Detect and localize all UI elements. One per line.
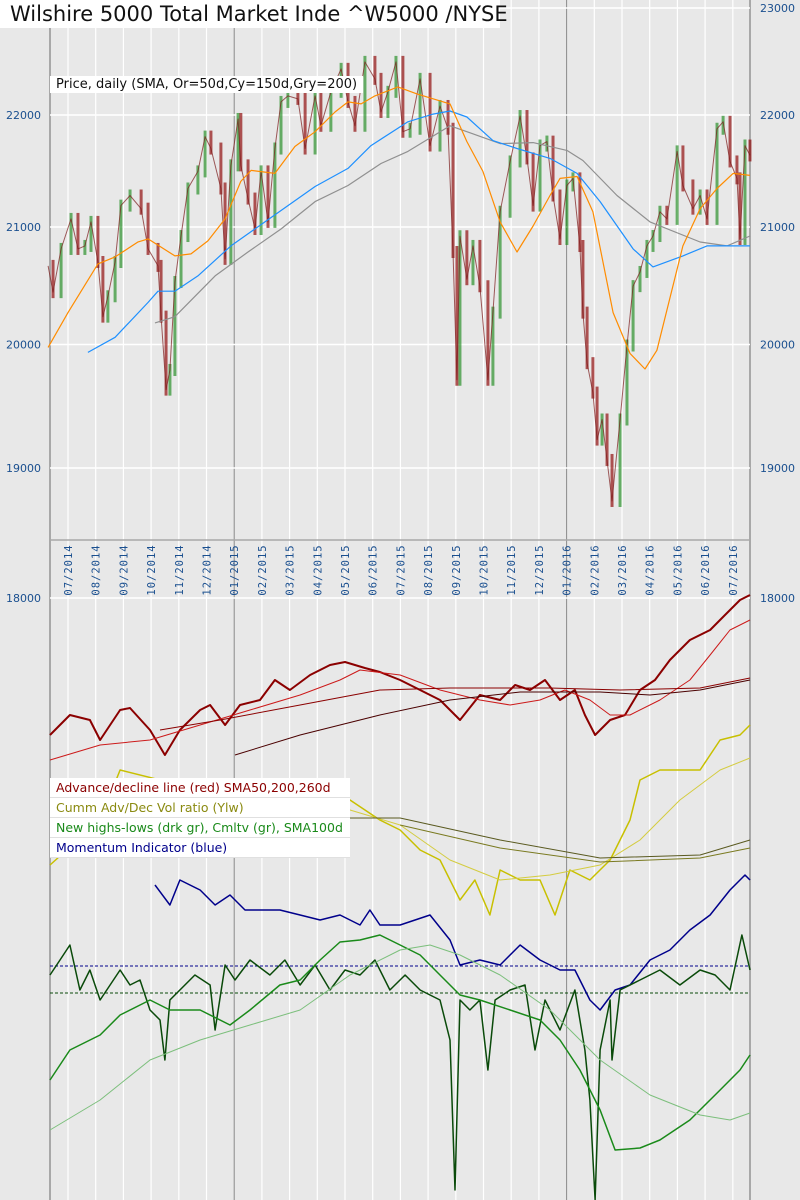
y-tick-label-right: 20000: [760, 339, 795, 352]
y-tick-label-right: 22000: [760, 109, 795, 122]
price-panel-series: [47, 55, 752, 507]
vol-ratio-sma-long-a-line: [300, 817, 751, 859]
x-tick-label: 10/2015: [479, 544, 491, 595]
x-tick-label: 07/2014: [63, 544, 75, 595]
tick-labels: 07/2014 08/2014 09/2014 10/2014 11/2014 12/20…: [6, 2, 795, 605]
x-tick-label: 01/2016: [562, 544, 574, 595]
vol-ratio-sma-long-b-line: [399, 824, 751, 863]
x-tick-label: 05/2015: [340, 544, 352, 595]
sma100d-line: [49, 944, 751, 1131]
legend-momentum: Momentum Indicator (blue): [50, 838, 350, 858]
sma200-line: [154, 125, 751, 324]
a-d-sma260-line: [234, 679, 751, 756]
x-tick-label: 07/2016: [728, 544, 740, 595]
gridlines: [49, 0, 751, 1200]
x-tick-label: 02/2016: [589, 544, 601, 595]
x-tick-label: 01/2015: [229, 544, 241, 595]
x-tick-label: 08/2014: [91, 544, 103, 595]
x-tick-label: 10/2014: [146, 544, 158, 595]
price-close-line: [47, 61, 751, 502]
x-tick-label: 03/2016: [617, 544, 629, 595]
y-tick-label-left: 22000: [6, 109, 41, 122]
y-tick-label-right: 21000: [760, 221, 795, 234]
price-legend: Price, daily (SMA, Or=50d,Cy=150d,Gry=20…: [50, 76, 364, 93]
legend-volume-ratio: Cumm Adv/Dec Vol ratio (Ylw): [50, 798, 350, 818]
y-tick-label-left: 19000: [6, 462, 41, 475]
y-tick-label-right: 18000: [760, 592, 795, 605]
x-tick-label: 08/2015: [423, 544, 435, 595]
sma50-line: [47, 86, 751, 370]
a-d-sma200-line: [159, 677, 751, 731]
legend-new-highs-lows: New highs-lows (drk gr), Cmltv (gr), SMA…: [50, 818, 350, 838]
x-tick-label: 12/2015: [534, 544, 546, 595]
sma150-line: [87, 110, 750, 353]
x-tick-label: 02/2015: [257, 544, 269, 595]
momentum-indicator-line: [154, 874, 751, 1011]
x-tick-label: 04/2016: [645, 544, 657, 595]
y-tick-label-right: 19000: [760, 462, 795, 475]
a-d-sma50-line: [49, 619, 751, 761]
y-tick-label-left: 20000: [6, 339, 41, 352]
x-tick-label: 07/2015: [395, 544, 407, 595]
y-tick-label-right: 23000: [760, 2, 795, 15]
x-tick-label: 06/2015: [368, 544, 380, 595]
lower-legend: Advance/decline line (red) SMA50,200,260…: [50, 778, 350, 858]
cumulative-highs-lows-line: [49, 934, 751, 1151]
chart-title: Wilshire 5000 Total Market Inde ^W5000 /…: [0, 0, 508, 28]
x-tick-label: 11/2015: [506, 544, 518, 595]
x-tick-label: 04/2015: [312, 544, 324, 595]
x-tick-label: 11/2014: [174, 544, 186, 595]
y-tick-label-left: 18000: [6, 592, 41, 605]
x-tick-label: 05/2016: [672, 544, 684, 595]
x-tick-label: 06/2016: [700, 544, 712, 595]
x-tick-label: 12/2014: [202, 544, 214, 595]
x-tick-label: 09/2014: [118, 544, 130, 595]
x-tick-label: 09/2015: [451, 544, 463, 595]
legend-advance-decline: Advance/decline line (red) SMA50,200,260…: [50, 778, 350, 798]
x-tick-label: 03/2015: [285, 544, 297, 595]
y-tick-label-left: 21000: [6, 221, 41, 234]
new-highs-lows-line: [49, 934, 751, 1200]
